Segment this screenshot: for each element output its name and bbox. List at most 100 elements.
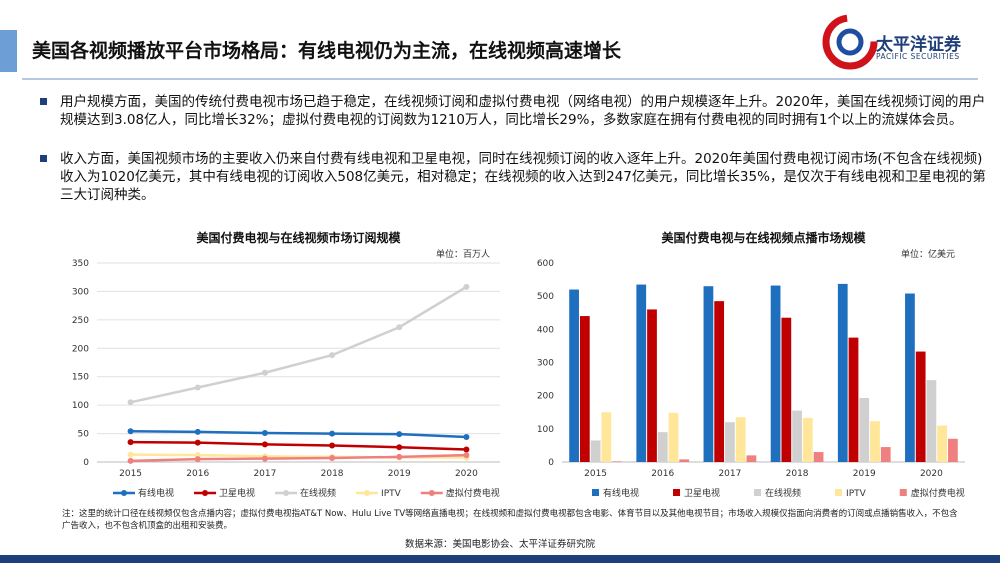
- bar: [590, 440, 601, 462]
- y-tick-label: 200: [537, 392, 554, 402]
- legend-swatch: [835, 489, 843, 496]
- point: [329, 455, 336, 462]
- unit-label: 单位：亿美元: [901, 248, 955, 260]
- x-tick-label: 2016: [186, 469, 209, 479]
- legend-label: 卫星电视: [219, 487, 255, 499]
- point: [194, 439, 201, 446]
- bar: [905, 293, 915, 462]
- y-tick-label: 0: [548, 458, 554, 468]
- title-accent: [0, 30, 17, 72]
- legend-label: IPTV: [381, 489, 402, 499]
- bar: [813, 452, 824, 462]
- legend-swatch: [899, 489, 907, 496]
- y-tick-label: 250: [72, 316, 89, 326]
- x-tick-label: 2017: [253, 469, 276, 479]
- bar: [937, 425, 948, 462]
- legend-marker: [283, 490, 290, 496]
- legend-marker: [202, 490, 209, 496]
- bar: [915, 351, 926, 462]
- point: [329, 352, 336, 359]
- x-tick-label: 2019: [853, 469, 876, 479]
- bar: [870, 421, 880, 462]
- bar: [601, 412, 612, 462]
- y-tick-label: 350: [72, 259, 89, 269]
- bar: [569, 289, 579, 462]
- chart-title: 美国付费电视与在线视频市场订阅规模: [196, 230, 401, 245]
- footer-bar: [0, 555, 1000, 563]
- bar: [657, 432, 668, 462]
- x-tick-label: 2017: [718, 469, 741, 479]
- point: [396, 453, 403, 460]
- point: [261, 430, 268, 437]
- bar: [770, 285, 781, 462]
- bar: [668, 412, 679, 462]
- point: [127, 399, 134, 406]
- bullet: 收入方面，美国视频市场的主要收入仍来自付费有线电视和卫星电视，同时在线视频订阅的…: [40, 150, 990, 204]
- legend-label: 卫星电视: [684, 487, 720, 499]
- x-tick-label: 2019: [388, 469, 411, 479]
- y-tick-label: 100: [537, 425, 554, 435]
- bar: [647, 309, 657, 462]
- point: [194, 428, 201, 435]
- bar: [579, 316, 590, 462]
- legend-label: 有线电视: [138, 487, 174, 499]
- logo-en: PACIFIC SECURITIES: [876, 52, 960, 61]
- x-tick-label: 2016: [651, 469, 674, 479]
- y-tick-label: 200: [72, 344, 89, 354]
- bullet: 用户规模方面，美国的传统付费电视市场已趋于稳定，在线视频订阅和虚拟付费电视（网络…: [40, 93, 990, 129]
- legend-swatch: [592, 489, 599, 496]
- legend-swatch: [673, 489, 681, 496]
- series-line: [130, 285, 468, 404]
- point: [463, 433, 470, 440]
- y-tick-label: 0: [83, 458, 89, 468]
- x-tick-label: 2015: [584, 469, 607, 479]
- y-tick-label: 300: [537, 359, 554, 369]
- logo-mark: [822, 14, 878, 70]
- point: [194, 384, 201, 391]
- legend-marker: [428, 490, 435, 496]
- point: [396, 444, 403, 451]
- bar: [714, 301, 725, 462]
- point: [261, 369, 268, 376]
- point: [463, 283, 470, 290]
- point: [127, 457, 134, 464]
- legend-marker: [121, 490, 127, 496]
- logo-ring: [822, 14, 878, 70]
- point: [194, 456, 201, 463]
- bar: [746, 455, 757, 462]
- point: [261, 455, 268, 462]
- bar: [859, 397, 870, 462]
- y-tick-label: 50: [78, 430, 90, 440]
- y-tick-label: 300: [72, 287, 89, 297]
- logo-name: 太平洋证券: [876, 35, 961, 55]
- bar: [948, 438, 958, 462]
- bar: [735, 417, 746, 462]
- point: [329, 442, 336, 449]
- x-tick-label: 2015: [119, 469, 142, 479]
- x-tick-label: 2018: [321, 469, 344, 479]
- logo-core: [836, 28, 864, 56]
- unit-label: 单位：百万人: [436, 248, 490, 260]
- point: [127, 428, 134, 435]
- y-tick-label: 100: [72, 401, 89, 411]
- series-line: [130, 440, 467, 451]
- x-tick-label: 2020: [920, 469, 943, 479]
- bar: [636, 284, 647, 462]
- point: [329, 430, 336, 437]
- bar: [802, 417, 813, 462]
- point: [463, 452, 470, 459]
- y-tick-label: 500: [537, 292, 554, 302]
- legend-label: 虚拟付费电视: [446, 487, 500, 499]
- y-tick-label: 600: [537, 259, 554, 269]
- point: [127, 439, 134, 446]
- bar: [612, 461, 622, 462]
- legend-label: 有线电视: [603, 487, 639, 499]
- bar: [792, 410, 802, 462]
- bar: [781, 317, 792, 462]
- title-rule: [22, 78, 978, 80]
- legend-label: IPTV: [846, 489, 867, 499]
- point: [396, 324, 403, 331]
